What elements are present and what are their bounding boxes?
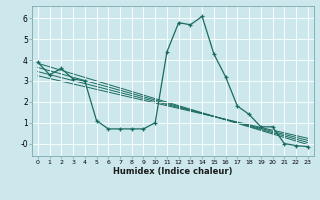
X-axis label: Humidex (Indice chaleur): Humidex (Indice chaleur) — [113, 167, 233, 176]
